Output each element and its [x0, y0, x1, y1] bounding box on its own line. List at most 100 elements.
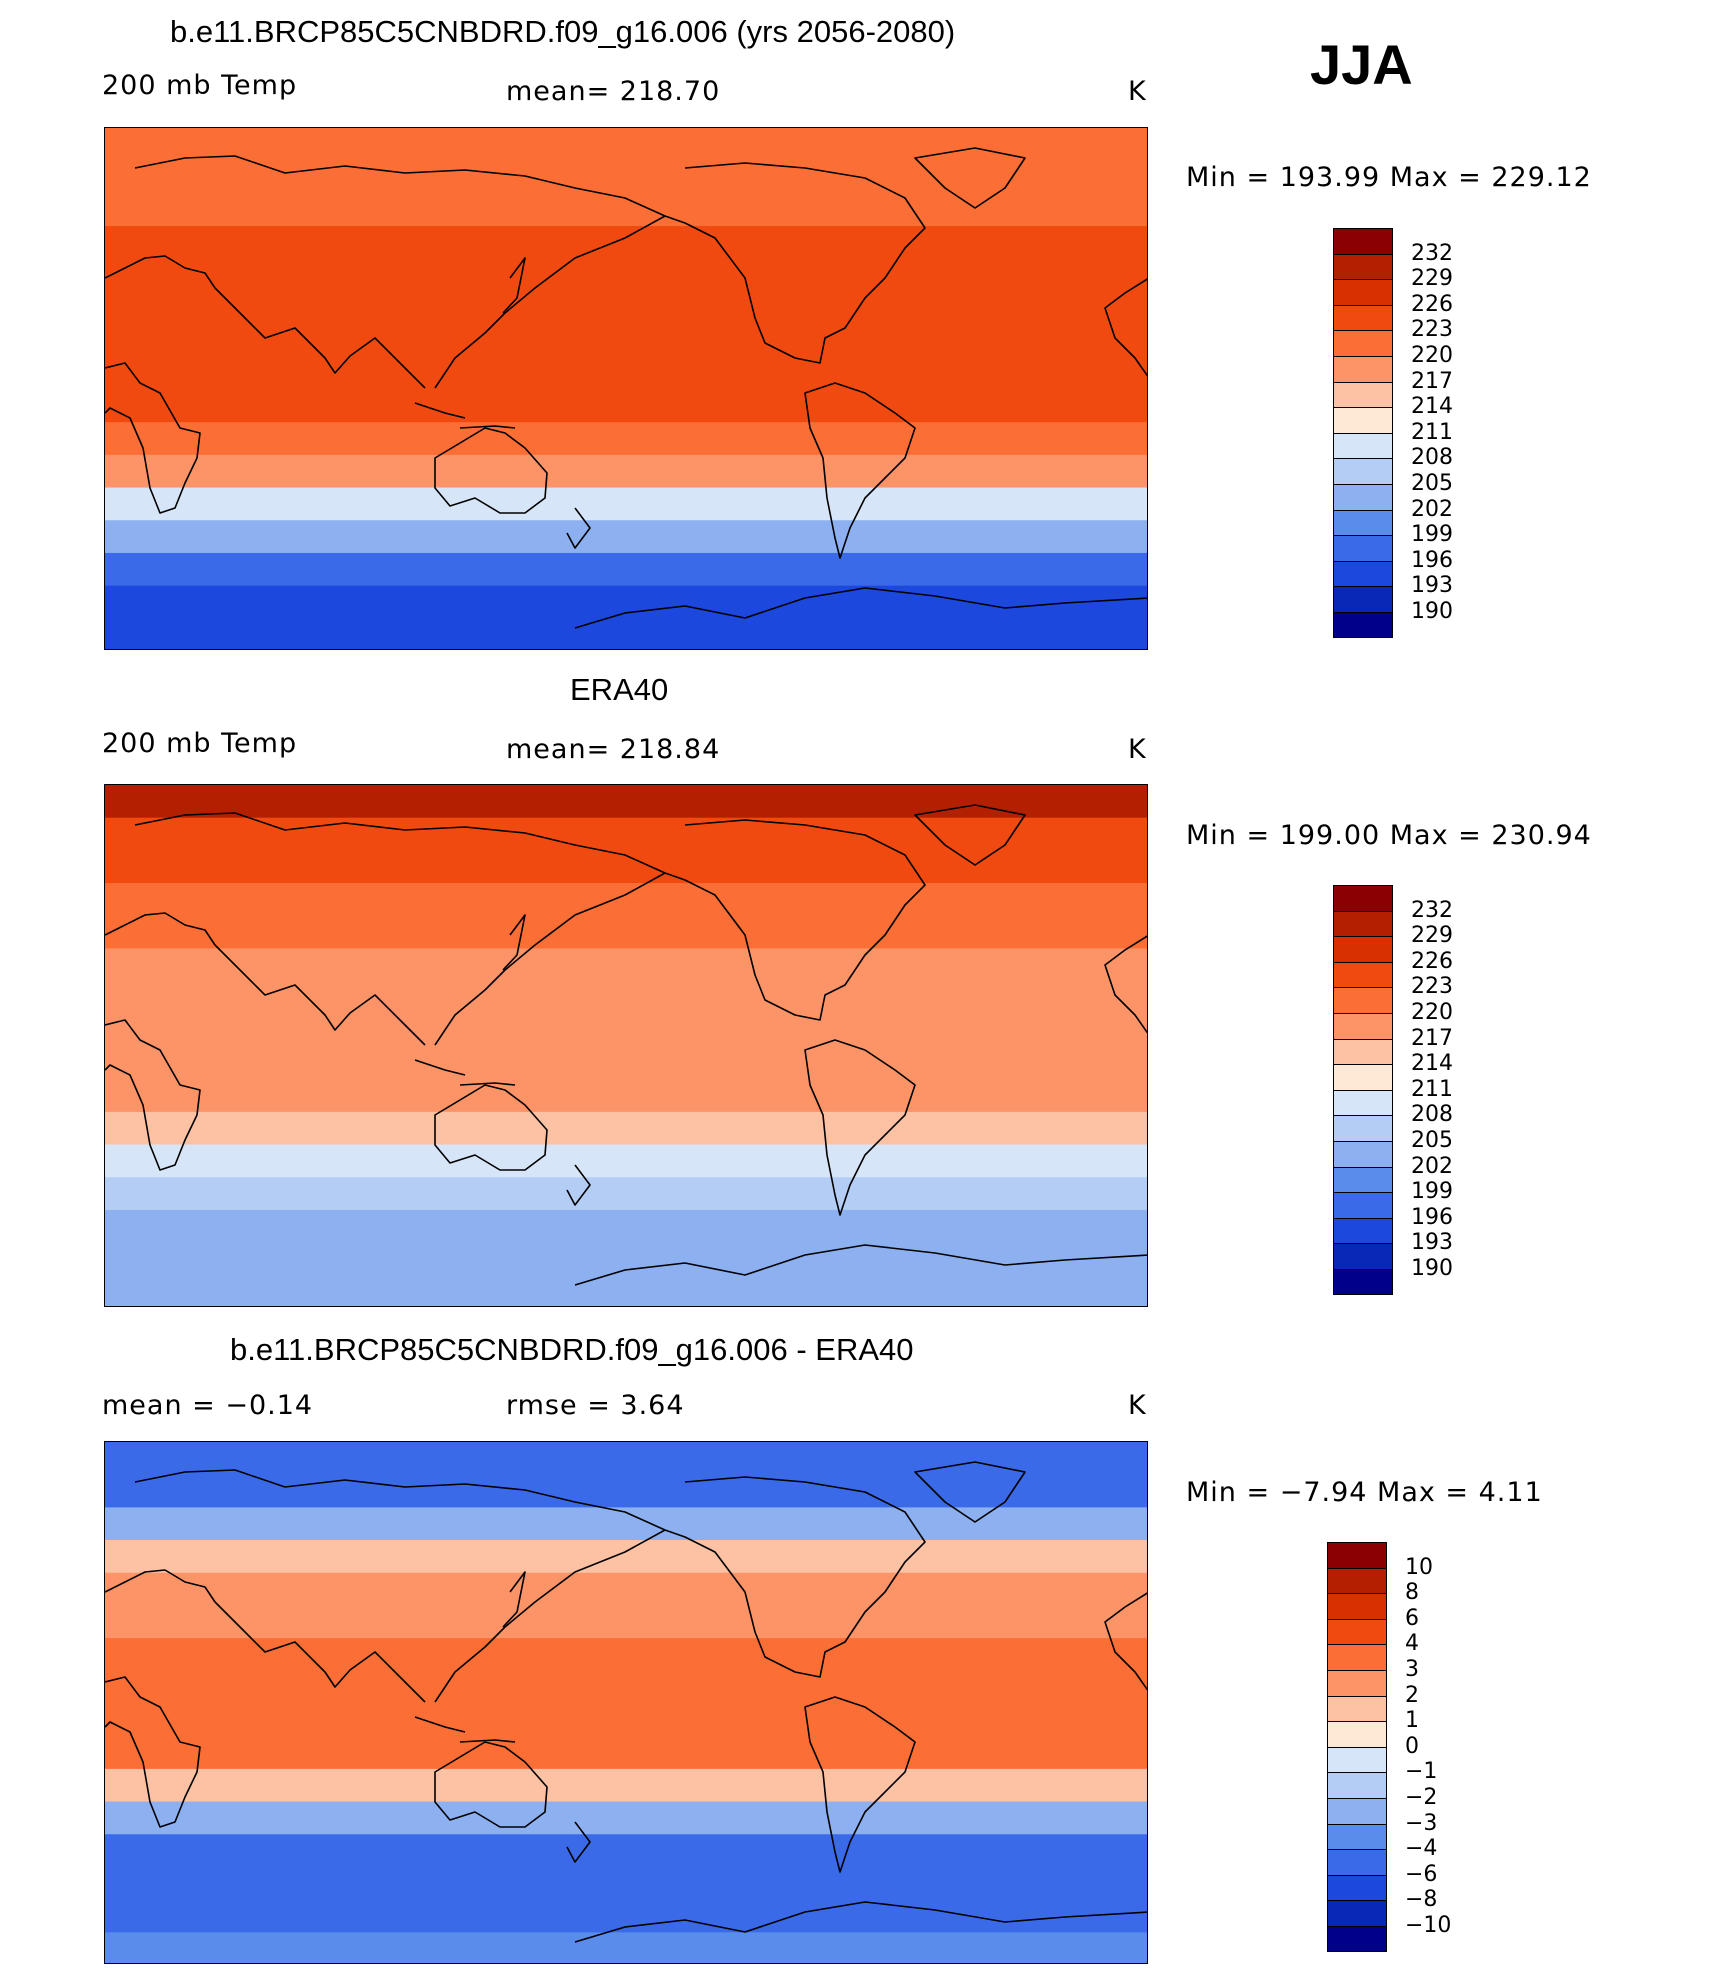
- zonal-band: [105, 324, 1147, 358]
- colorbar-tick-label: 208: [1411, 445, 1453, 471]
- colorbar-tick-label: −6: [1405, 1861, 1438, 1887]
- panel-3-map-canvas: [105, 1442, 1147, 1963]
- panel-1-minmax: Min = 193.99 Max = 229.12: [1186, 162, 1592, 193]
- colorbar-tick-label: 202: [1411, 1153, 1453, 1179]
- panel-2-variable-label: 200 mb Temp: [102, 728, 298, 759]
- colorbar-swatch: [1333, 1217, 1393, 1244]
- colorbar-tick-label: 205: [1411, 471, 1453, 496]
- coastline: [664, 1476, 926, 1678]
- panel-2-units-label: K: [1128, 734, 1147, 765]
- panel-1-map-canvas: [105, 128, 1147, 649]
- colorbar-tick-label: 1: [1405, 1708, 1419, 1734]
- colorbar-tick-label: −1: [1405, 1759, 1438, 1785]
- colorbar-tick-label: 232: [1411, 897, 1453, 923]
- coastline: [502, 914, 526, 971]
- coastline: [434, 1529, 666, 1703]
- colorbar-swatch: [1333, 961, 1393, 988]
- coastline: [1104, 1592, 1147, 1691]
- colorbar-tick-label: −8: [1405, 1887, 1438, 1913]
- colorbar-swatch: [1327, 1644, 1387, 1670]
- coastline: [134, 812, 666, 874]
- zonal-band: [105, 160, 1147, 194]
- colorbar-tick-label: 2: [1405, 1682, 1419, 1708]
- coastline: [804, 1696, 916, 1873]
- colorbar-swatch: [1333, 1115, 1393, 1141]
- colorbar-swatch: [1333, 1038, 1393, 1065]
- colorbar-tick-label: 229: [1411, 923, 1453, 949]
- coastline: [434, 872, 666, 1046]
- colorbar-tick-label: 190: [1411, 599, 1453, 624]
- coastline: [105, 362, 201, 514]
- colorbar-tick-label: 6: [1405, 1605, 1419, 1631]
- colorbar-swatch: [1333, 1192, 1393, 1218]
- colorbar-tick-label: 220: [1411, 343, 1453, 368]
- coastline: [804, 1039, 916, 1216]
- zonal-band: [105, 128, 1147, 162]
- colorbar-swatch: [1333, 1243, 1393, 1269]
- colorbar-tick-label: −4: [1405, 1836, 1438, 1862]
- coastline: [566, 1821, 591, 1863]
- colorbar-tick-label: 223: [1411, 974, 1453, 1000]
- colorbar-tick-label: 10: [1405, 1554, 1433, 1580]
- panel-1-units-label: K: [1128, 76, 1147, 107]
- coastline: [566, 1164, 591, 1206]
- coastline: [664, 162, 926, 364]
- colorbar-swatch: [1333, 1064, 1393, 1090]
- colorbar-swatch: [1333, 612, 1393, 638]
- coastline: [105, 912, 216, 946]
- colorbar-tick-label: 205: [1411, 1128, 1453, 1153]
- zonal-band: [105, 520, 1147, 554]
- coastline: [414, 402, 516, 429]
- panel-1-variable-label: 200 mb Temp: [102, 70, 298, 101]
- colorbar-swatch: [1333, 885, 1393, 911]
- colorbar-tick-label: 202: [1411, 496, 1453, 522]
- colorbar-tick-label: 211: [1411, 1076, 1453, 1102]
- zonal-band: [105, 1275, 1147, 1306]
- colorbar-tick-label: 190: [1411, 1256, 1453, 1281]
- colorbar-tick-label: −10: [1405, 1913, 1452, 1938]
- colorbar-swatch: [1333, 987, 1393, 1013]
- coastline: [574, 1901, 1147, 1943]
- colorbar-tick-label: 214: [1411, 1051, 1453, 1077]
- zonal-band: [105, 1703, 1147, 1737]
- colorbar-swatch: [1333, 936, 1393, 962]
- coastline: [914, 804, 1026, 866]
- colorbar-tick-label: 208: [1411, 1102, 1453, 1128]
- colorbar-swatch: [1333, 1166, 1393, 1193]
- coastline: [434, 1084, 548, 1171]
- colorbar-swatch: [1333, 330, 1393, 356]
- coastline: [502, 1571, 526, 1628]
- coastline: [414, 1059, 516, 1086]
- zonal-band: [105, 1899, 1147, 1933]
- colorbar-swatch: [1333, 1269, 1393, 1295]
- zonal-band: [105, 291, 1147, 325]
- coastline: [664, 819, 926, 1021]
- panel-1-colorbar: 232 229 226 223 220 217 214 211 208 205 202 199 196 1…: [1333, 228, 1493, 638]
- colorbar-tick-label: 229: [1411, 266, 1453, 292]
- zonal-band: [105, 1242, 1147, 1276]
- panel-2-map: [104, 784, 1148, 1307]
- colorbar-frame: [1333, 885, 1393, 1295]
- coastline: [914, 147, 1026, 209]
- zonal-band: [105, 1866, 1147, 1901]
- colorbar-swatch: [1327, 1695, 1387, 1722]
- colorbar-swatch: [1327, 1926, 1387, 1952]
- zonal-band: [105, 1638, 1147, 1672]
- panel-3-rmse-label: rmse = 3.64: [506, 1390, 685, 1421]
- colorbar-frame: [1327, 1542, 1387, 1952]
- colorbar-swatch: [1333, 381, 1393, 408]
- coastline: [914, 1461, 1026, 1523]
- colorbar-swatch: [1333, 432, 1393, 459]
- coastline: [566, 507, 591, 549]
- coastline: [1104, 935, 1147, 1034]
- coastline: [574, 1244, 1147, 1286]
- zonal-band: [105, 817, 1147, 851]
- coastline: [105, 1019, 201, 1171]
- zonal-band: [105, 1079, 1147, 1113]
- zonal-band: [105, 948, 1147, 982]
- panel-1-mean-label: mean= 218.70: [506, 76, 721, 107]
- colorbar-tick-label: 232: [1411, 240, 1453, 266]
- colorbar-swatch: [1327, 1900, 1387, 1926]
- coastline: [502, 257, 526, 314]
- panel-3-units-label: K: [1128, 1390, 1147, 1421]
